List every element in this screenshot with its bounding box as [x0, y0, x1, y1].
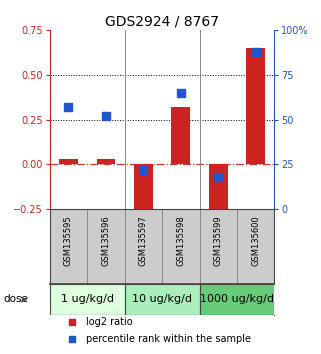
Text: percentile rank within the sample: percentile rank within the sample: [86, 333, 251, 344]
Point: [66, 104, 71, 110]
Text: dose: dose: [3, 295, 28, 304]
Text: 1000 ug/kg/d: 1000 ug/kg/d: [200, 295, 274, 304]
Point: [70, 319, 75, 325]
Point: [103, 113, 108, 119]
Bar: [247, 48, 265, 164]
Bar: [171, 107, 190, 164]
Text: GSM135596: GSM135596: [101, 215, 110, 266]
Point: [253, 49, 258, 55]
Text: log2 ratio: log2 ratio: [86, 317, 132, 327]
Title: GDS2924 / 8767: GDS2924 / 8767: [105, 15, 219, 29]
Text: 1 ug/kg/d: 1 ug/kg/d: [61, 295, 114, 304]
Text: GSM135595: GSM135595: [64, 215, 73, 266]
Bar: [134, 164, 153, 216]
Text: 10 ug/kg/d: 10 ug/kg/d: [132, 295, 192, 304]
Point: [141, 167, 146, 172]
Bar: [59, 159, 78, 164]
Point: [216, 174, 221, 180]
Bar: [125, 284, 200, 315]
Text: GSM135597: GSM135597: [139, 215, 148, 266]
Bar: [50, 284, 125, 315]
Point: [70, 336, 75, 341]
Text: GSM135599: GSM135599: [214, 215, 223, 266]
Bar: [97, 159, 115, 164]
Point: [178, 90, 183, 96]
Bar: [200, 284, 274, 315]
Text: GSM135598: GSM135598: [176, 215, 185, 266]
Bar: [209, 164, 228, 215]
Text: GSM135600: GSM135600: [251, 215, 260, 266]
